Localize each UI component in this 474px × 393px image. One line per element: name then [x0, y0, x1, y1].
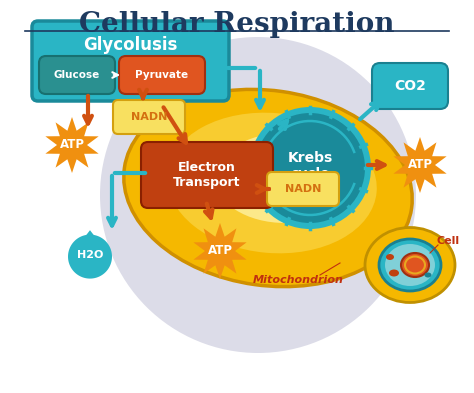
- Text: Glucose: Glucose: [54, 70, 100, 80]
- Ellipse shape: [385, 244, 435, 286]
- FancyBboxPatch shape: [372, 63, 448, 109]
- Text: ATP: ATP: [208, 244, 233, 257]
- FancyBboxPatch shape: [39, 56, 115, 94]
- Ellipse shape: [215, 150, 245, 172]
- Text: Cellular Respiration: Cellular Respiration: [79, 11, 395, 38]
- Ellipse shape: [365, 228, 455, 303]
- Text: Glycolusis: Glycolusis: [83, 36, 178, 54]
- Text: NADN: NADN: [285, 184, 321, 194]
- Ellipse shape: [401, 253, 429, 277]
- Ellipse shape: [425, 272, 431, 277]
- Ellipse shape: [379, 239, 441, 291]
- Polygon shape: [193, 223, 246, 279]
- Ellipse shape: [247, 146, 273, 164]
- Text: Krebs
cycle: Krebs cycle: [287, 151, 333, 181]
- Ellipse shape: [167, 113, 377, 253]
- Ellipse shape: [215, 133, 355, 223]
- Ellipse shape: [389, 270, 399, 277]
- Text: Electron
Transport: Electron Transport: [173, 161, 241, 189]
- Text: NADN: NADN: [131, 112, 167, 122]
- Ellipse shape: [386, 254, 394, 260]
- FancyBboxPatch shape: [113, 100, 185, 134]
- FancyBboxPatch shape: [267, 172, 339, 206]
- Text: ATP: ATP: [408, 158, 432, 171]
- Polygon shape: [68, 235, 112, 279]
- FancyBboxPatch shape: [32, 21, 229, 101]
- Text: Mitochondrion: Mitochondrion: [253, 275, 344, 285]
- Polygon shape: [393, 137, 447, 193]
- Polygon shape: [71, 230, 109, 254]
- FancyBboxPatch shape: [141, 142, 273, 208]
- Circle shape: [100, 37, 416, 353]
- Ellipse shape: [124, 89, 412, 286]
- Text: ATP: ATP: [60, 138, 84, 151]
- Circle shape: [249, 107, 371, 229]
- Text: CO2: CO2: [394, 79, 426, 93]
- FancyBboxPatch shape: [119, 56, 205, 94]
- Text: Cell: Cell: [437, 236, 460, 246]
- Polygon shape: [46, 117, 99, 173]
- Text: H2O: H2O: [77, 250, 103, 260]
- Circle shape: [255, 113, 365, 223]
- Ellipse shape: [194, 170, 216, 186]
- Text: Pyruvate: Pyruvate: [136, 70, 189, 80]
